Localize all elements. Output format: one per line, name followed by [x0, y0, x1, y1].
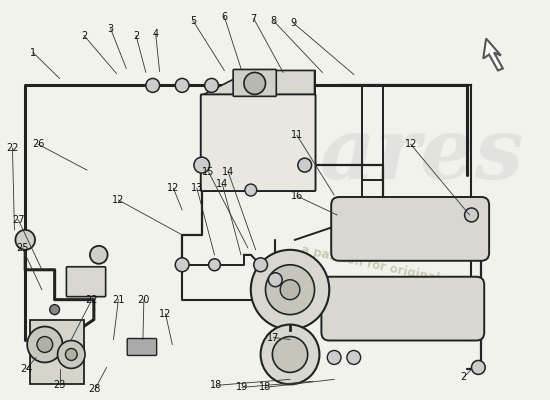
- Text: 14: 14: [216, 179, 228, 189]
- Text: 12: 12: [167, 183, 179, 193]
- Text: 27: 27: [12, 215, 25, 225]
- Text: a passion for originals: a passion for originals: [300, 243, 447, 286]
- Text: 21: 21: [112, 295, 124, 305]
- Text: ares: ares: [320, 114, 525, 197]
- Text: since 1985: since 1985: [340, 210, 475, 230]
- Circle shape: [50, 305, 59, 315]
- Text: 14: 14: [222, 167, 234, 177]
- FancyBboxPatch shape: [321, 277, 484, 340]
- Circle shape: [261, 324, 320, 384]
- Text: 16: 16: [291, 191, 303, 201]
- Text: 4: 4: [152, 28, 159, 38]
- Text: 9: 9: [290, 18, 296, 28]
- Circle shape: [251, 250, 329, 330]
- Polygon shape: [30, 320, 84, 384]
- Circle shape: [471, 360, 485, 374]
- Text: 26: 26: [32, 139, 44, 149]
- Circle shape: [58, 340, 85, 368]
- Circle shape: [268, 273, 282, 287]
- Text: 12: 12: [112, 195, 124, 205]
- Circle shape: [347, 350, 361, 364]
- Circle shape: [15, 230, 35, 250]
- Circle shape: [37, 336, 53, 352]
- Circle shape: [146, 78, 159, 92]
- Polygon shape: [483, 38, 503, 70]
- Circle shape: [245, 184, 257, 196]
- Text: 18: 18: [210, 380, 223, 390]
- FancyBboxPatch shape: [233, 70, 276, 96]
- Circle shape: [327, 350, 341, 364]
- Text: 20: 20: [138, 295, 150, 305]
- Circle shape: [208, 259, 221, 271]
- FancyBboxPatch shape: [67, 267, 106, 297]
- Text: 13: 13: [191, 183, 203, 193]
- Text: 11: 11: [291, 130, 303, 140]
- Text: 19: 19: [236, 382, 248, 392]
- Circle shape: [244, 72, 266, 94]
- Text: 22: 22: [6, 143, 19, 153]
- Text: 6: 6: [221, 12, 227, 22]
- Circle shape: [65, 348, 77, 360]
- FancyBboxPatch shape: [331, 197, 489, 261]
- Text: 28: 28: [89, 384, 101, 394]
- Text: 22: 22: [86, 295, 98, 305]
- Text: 12: 12: [160, 309, 172, 319]
- Text: 23: 23: [53, 380, 66, 390]
- Circle shape: [205, 78, 218, 92]
- Text: 24: 24: [20, 364, 32, 374]
- Circle shape: [90, 246, 108, 264]
- Text: 7: 7: [251, 14, 257, 24]
- Text: 2: 2: [81, 30, 87, 40]
- FancyBboxPatch shape: [201, 94, 316, 191]
- Text: 2: 2: [460, 372, 467, 382]
- Circle shape: [27, 326, 63, 362]
- Text: 12: 12: [404, 139, 417, 149]
- Text: 17: 17: [267, 332, 279, 342]
- Text: 1: 1: [30, 48, 36, 58]
- Text: 5: 5: [190, 16, 196, 26]
- Circle shape: [175, 78, 189, 92]
- Circle shape: [465, 208, 478, 222]
- FancyBboxPatch shape: [127, 338, 157, 356]
- Polygon shape: [202, 70, 315, 95]
- Circle shape: [266, 265, 315, 315]
- Text: 3: 3: [107, 24, 114, 34]
- Text: 25: 25: [16, 243, 29, 253]
- Circle shape: [298, 158, 312, 172]
- Circle shape: [280, 280, 300, 300]
- Circle shape: [237, 78, 251, 92]
- Circle shape: [175, 258, 189, 272]
- Circle shape: [194, 157, 210, 173]
- Text: 15: 15: [202, 167, 215, 177]
- Text: 18: 18: [260, 382, 272, 392]
- Circle shape: [254, 258, 267, 272]
- Circle shape: [272, 336, 307, 372]
- Text: 2: 2: [133, 30, 139, 40]
- Text: 8: 8: [270, 16, 277, 26]
